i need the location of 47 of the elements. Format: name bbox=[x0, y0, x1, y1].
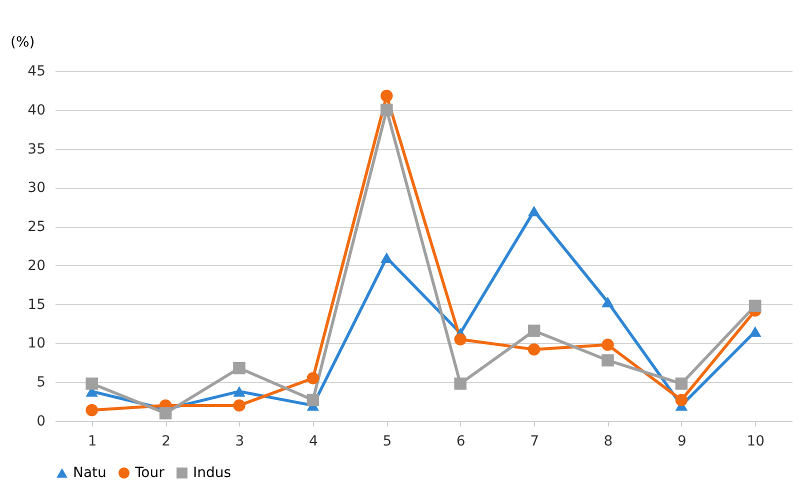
x-tick-label: 8 bbox=[604, 434, 613, 450]
point bbox=[86, 404, 98, 416]
legend-label: Natu bbox=[73, 465, 106, 481]
x-tick-label: 7 bbox=[530, 434, 540, 450]
point bbox=[233, 362, 246, 374]
y-tick-label: 0 bbox=[36, 414, 46, 430]
legend-label: Tour bbox=[134, 465, 165, 481]
point bbox=[233, 399, 246, 412]
y-tick-label: 40 bbox=[28, 102, 46, 118]
x-tick-label: 5 bbox=[382, 434, 392, 450]
point bbox=[528, 206, 540, 216]
x-tick-label: 4 bbox=[308, 434, 318, 450]
point bbox=[602, 338, 614, 351]
x-tick-label: 3 bbox=[235, 434, 244, 450]
y-tick-label: 15 bbox=[28, 296, 46, 313]
point bbox=[675, 378, 688, 390]
point bbox=[602, 354, 614, 366]
point bbox=[380, 252, 393, 263]
y-tick-label: 45 bbox=[28, 64, 46, 80]
point bbox=[86, 378, 98, 390]
point bbox=[454, 378, 466, 390]
point bbox=[528, 343, 540, 356]
legend-label: Indus bbox=[193, 465, 232, 481]
x-tick-label: 1 bbox=[88, 434, 97, 450]
point bbox=[306, 394, 320, 406]
x-tick-label: 2 bbox=[162, 434, 171, 450]
x-tick-label: 6 bbox=[456, 434, 466, 450]
y-tick-label: 30 bbox=[28, 180, 46, 196]
point bbox=[602, 296, 614, 308]
point bbox=[159, 407, 172, 420]
point bbox=[454, 333, 466, 346]
point bbox=[528, 324, 540, 337]
y-tick-label: 10 bbox=[28, 336, 46, 352]
y-axis-title: (%) bbox=[10, 34, 35, 50]
point bbox=[233, 386, 246, 397]
point bbox=[380, 104, 393, 116]
x-tick-label: 10 bbox=[746, 434, 765, 450]
point bbox=[380, 90, 393, 102]
y-tick-label: 35 bbox=[28, 141, 46, 158]
point bbox=[306, 372, 320, 384]
y-tick-label: 20 bbox=[28, 258, 46, 274]
x-tick-label: 9 bbox=[677, 434, 686, 450]
point bbox=[749, 300, 762, 312]
point bbox=[749, 326, 762, 337]
y-tick-label: 25 bbox=[28, 219, 46, 236]
point bbox=[675, 394, 688, 406]
y-tick-label: 5 bbox=[36, 374, 46, 391]
